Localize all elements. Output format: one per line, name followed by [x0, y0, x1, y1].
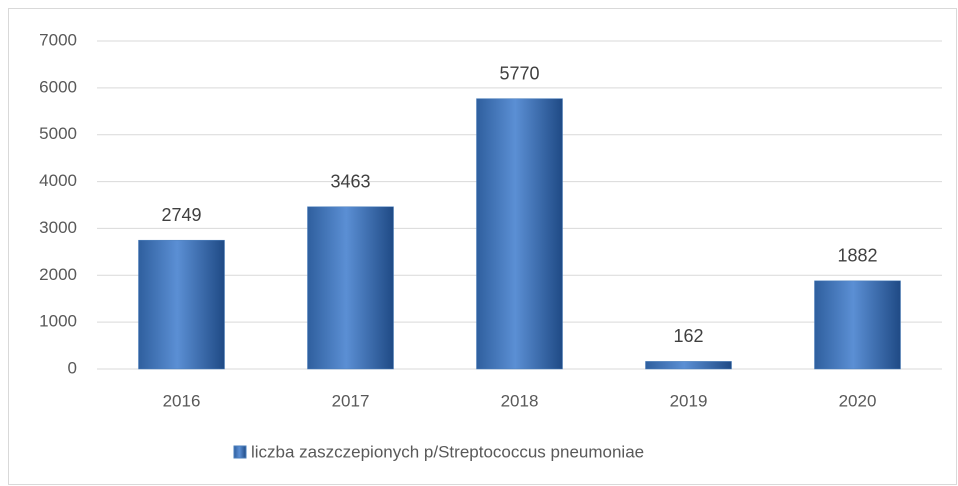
data-label: 5770 [499, 63, 539, 83]
x-tick-label: 2020 [839, 391, 877, 410]
chart-frame [8, 8, 957, 485]
data-label: 162 [673, 326, 703, 346]
data-label: 3463 [330, 171, 370, 191]
legend-swatch [233, 445, 247, 459]
bar [814, 280, 901, 370]
y-tick-label: 7000 [39, 30, 77, 49]
y-tick-label: 4000 [39, 171, 77, 190]
y-tick-label: 0 [68, 358, 77, 377]
bar [138, 239, 225, 370]
y-tick-label: 5000 [39, 124, 77, 143]
data-label: 2749 [161, 205, 201, 225]
bar [307, 206, 394, 370]
y-tick-label: 2000 [39, 265, 77, 284]
y-tick-label: 1000 [39, 312, 77, 331]
x-tick-label: 2019 [670, 391, 708, 410]
y-tick-label: 3000 [39, 218, 77, 237]
bar [476, 98, 563, 370]
data-label: 1882 [837, 246, 877, 266]
x-tick-label: 2018 [501, 391, 539, 410]
bar [645, 361, 732, 370]
legend-label: liczba zaszczepionych p/Streptococcus pn… [251, 442, 644, 461]
x-tick-label: 2017 [332, 391, 370, 410]
y-tick-label: 6000 [39, 77, 77, 96]
x-tick-label: 2016 [163, 391, 201, 410]
